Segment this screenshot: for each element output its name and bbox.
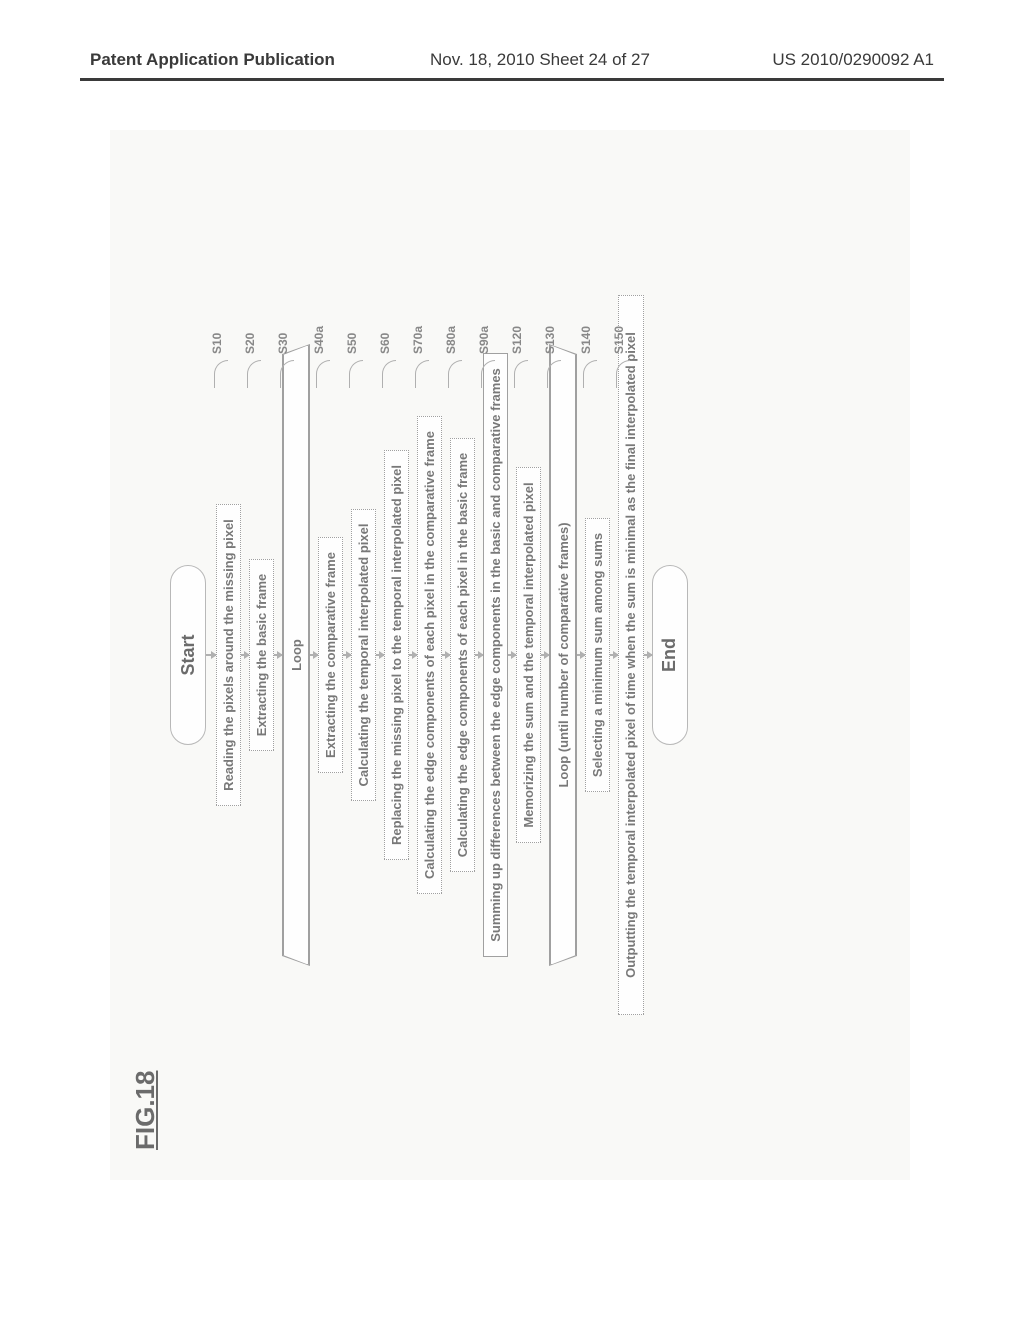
step-row: LoopS30 xyxy=(282,190,310,1120)
label-connector xyxy=(583,360,597,388)
header-left: Patent Application Publication xyxy=(90,50,335,70)
process-box: Replacing the missing pixel to the tempo… xyxy=(384,450,409,860)
step-row: Extracting the comparative frameS40a xyxy=(318,190,343,1120)
step-row: Reading the pixels around the missing pi… xyxy=(216,190,241,1120)
flowchart: Start Reading the pixels around the missi… xyxy=(170,190,688,1120)
header-rule xyxy=(80,78,944,81)
step-id-label: S60 xyxy=(378,333,392,354)
process-box: Extracting the comparative frame xyxy=(318,537,343,773)
step-id-label: S120 xyxy=(510,326,524,354)
label-connector xyxy=(349,360,363,388)
flow-arrow xyxy=(409,654,417,656)
step-id-label: S30 xyxy=(276,333,290,354)
step-row: Memorizing the sum and the temporal inte… xyxy=(516,190,541,1120)
step-id-label: S140 xyxy=(579,326,593,354)
process-box: Selecting a minimum sum among sums xyxy=(585,518,610,792)
step-row: Outputting the temporal interpolated pix… xyxy=(618,190,644,1120)
label-connector xyxy=(382,360,396,388)
label-connector xyxy=(214,360,228,388)
step-id-label: S70a xyxy=(411,326,425,354)
label-connector xyxy=(415,360,429,388)
page: Patent Application Publication Nov. 18, … xyxy=(0,0,1024,1320)
step-id-label: S90a xyxy=(477,326,491,354)
flow-arrow xyxy=(610,654,618,656)
loop-container: Loop xyxy=(282,344,310,966)
flow-arrow xyxy=(241,654,249,656)
flow-arrow xyxy=(577,654,585,656)
process-box: Memorizing the sum and the temporal inte… xyxy=(516,467,541,842)
header-right: US 2010/0290092 A1 xyxy=(772,50,934,70)
step-row: Calculating the edge components of each … xyxy=(417,190,442,1120)
step-row: Summing up differences between the edge … xyxy=(483,190,508,1120)
step-row: Calculating the temporal interpolated pi… xyxy=(351,190,376,1120)
process-box: Calculating the temporal interpolated pi… xyxy=(351,509,376,802)
step-id-label: S40a xyxy=(312,326,326,354)
end-terminal: End xyxy=(652,565,688,745)
figure-label: FIG.18 xyxy=(130,1071,161,1150)
step-id-label: S80a xyxy=(444,326,458,354)
flow-arrow xyxy=(343,654,351,656)
loop-container: Loop (until number of comparative frames… xyxy=(549,344,577,966)
flow-arrow xyxy=(541,654,549,656)
flow-arrow xyxy=(442,654,450,656)
flow-arrow xyxy=(274,654,282,656)
label-connector xyxy=(448,360,462,388)
step-id-label: S10 xyxy=(210,333,224,354)
step-row: Replacing the missing pixel to the tempo… xyxy=(384,190,409,1120)
step-id-label: S130 xyxy=(543,326,557,354)
header-middle: Nov. 18, 2010 Sheet 24 of 27 xyxy=(430,50,650,70)
flow-arrow xyxy=(644,654,652,656)
step-row: Calculating the edge components of each … xyxy=(450,190,475,1120)
process-box: Calculating the edge components of each … xyxy=(450,438,475,873)
step-row: Loop (until number of comparative frames… xyxy=(549,190,577,1120)
label-connector xyxy=(514,360,528,388)
figure-container: FIG.18 Start Reading the pixels around th… xyxy=(110,130,910,1180)
loop-box: Loop xyxy=(283,345,309,965)
flow-arrow xyxy=(206,654,216,656)
loop-box: Loop (until number of comparative frames… xyxy=(550,345,576,965)
label-connector xyxy=(316,360,330,388)
process-box: Outputting the temporal interpolated pix… xyxy=(618,295,644,1015)
flow-arrow xyxy=(508,654,516,656)
flow-arrow xyxy=(475,654,483,656)
step-id-label: S150 xyxy=(612,326,626,354)
step-row: Extracting the basic frameS20 xyxy=(249,190,274,1120)
rotated-content: FIG.18 Start Reading the pixels around th… xyxy=(110,130,910,1180)
step-row: Selecting a minimum sum among sumsS140 xyxy=(585,190,610,1120)
step-id-label: S50 xyxy=(345,333,359,354)
process-box: Reading the pixels around the missing pi… xyxy=(216,504,241,806)
process-box: Summing up differences between the edge … xyxy=(483,353,508,957)
flow-arrow xyxy=(376,654,384,656)
process-box: Extracting the basic frame xyxy=(249,559,274,752)
label-connector xyxy=(247,360,261,388)
start-terminal: Start xyxy=(170,565,206,745)
step-id-label: S20 xyxy=(243,333,257,354)
process-box: Calculating the edge components of each … xyxy=(417,416,442,894)
flow-arrow xyxy=(310,654,318,656)
